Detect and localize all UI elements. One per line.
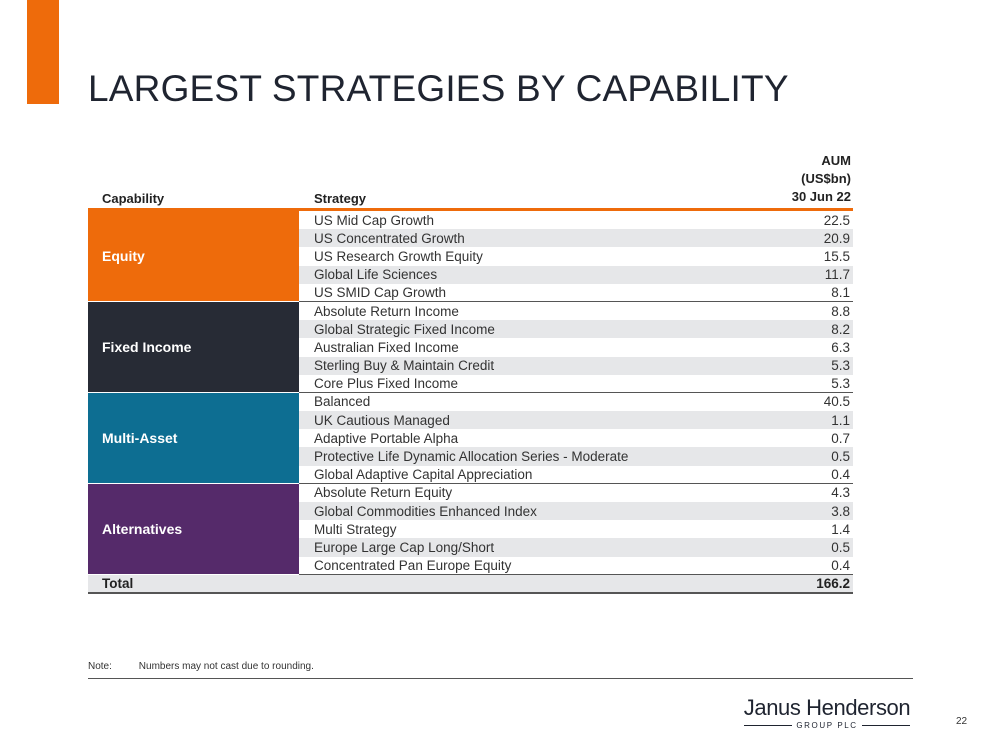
aum-value: 0.7	[831, 430, 850, 446]
table-row: US Concentrated Growth 20.9	[299, 229, 853, 248]
footnote-text: Numbers may not cast due to rounding.	[138, 661, 314, 672]
logo-subtitle: GROUP PLC	[796, 721, 858, 730]
strategy-name: Concentrated Pan Europe Equity	[314, 557, 512, 573]
aum-value: 0.4	[831, 466, 850, 482]
total-value: 166.2	[816, 575, 850, 591]
strategy-name: UK Cautious Managed	[314, 412, 450, 428]
capability-cell: Multi-Asset	[88, 392, 299, 484]
total-row: Total 166.2	[88, 574, 853, 594]
strategy-name: US Research Growth Equity	[314, 248, 483, 264]
strategy-name: Balanced	[314, 394, 371, 410]
strategy-name: Australian Fixed Income	[314, 339, 459, 355]
strategy-name: Global Commodities Enhanced Index	[314, 503, 537, 519]
aum-value: 11.7	[824, 267, 850, 283]
aum-value: 5.3	[831, 358, 850, 374]
footnote: Note: Numbers may not cast due to roundi…	[88, 661, 314, 672]
table-row: Global Strategic Fixed Income 8.2	[299, 320, 853, 339]
capability-cell: Equity	[88, 211, 299, 302]
strategy-name: Global Strategic Fixed Income	[314, 321, 495, 337]
capability-group: Multi-Asset Balanced 40.5 UK Cautious Manag…	[88, 392, 853, 484]
strategy-name: US SMID Cap Growth	[314, 284, 447, 300]
strategy-name: Global Adaptive Capital Appreciation	[314, 466, 533, 482]
aum-value: 4.3	[831, 485, 850, 501]
strategy-name: Global Life Sciences	[314, 267, 438, 283]
table-row: US Mid Cap Growth 22.5	[299, 211, 853, 229]
strategy-name: Adaptive Portable Alpha	[314, 430, 459, 446]
aum-value: 15.5	[823, 248, 850, 264]
aum-value: 1.1	[831, 412, 850, 428]
aum-value: 5.3	[831, 375, 850, 391]
strategy-name: Core Plus Fixed Income	[314, 375, 459, 391]
accent-bar	[27, 0, 59, 104]
aum-value: 40.5	[823, 394, 850, 410]
table-row: Global Life Sciences 11.7	[299, 265, 853, 284]
strategy-name: Sterling Buy & Maintain Credit	[314, 358, 495, 374]
aum-value: 0.5	[831, 449, 850, 465]
strategy-name: Multi Strategy	[314, 521, 397, 537]
table-row: UK Cautious Managed 1.1	[299, 411, 853, 430]
aum-value: 1.4	[831, 521, 850, 537]
strategies-table: Capability Strategy AUM (US$bn) 30 Jun 2…	[88, 153, 853, 594]
header-strategy: Strategy	[314, 191, 367, 206]
table-row: Absolute Return Income 8.8	[299, 302, 853, 320]
header-aum: AUM (US$bn) 30 Jun 22	[791, 153, 851, 204]
strategy-name: Europe Large Cap Long/Short	[314, 539, 495, 555]
table-body: Equity US Mid Cap Growth 22.5 US Concentrat…	[88, 211, 853, 575]
table-row: Sterling Buy & Maintain Credit 5.3	[299, 356, 853, 375]
page-number: 22	[956, 716, 968, 727]
aum-value: 0.5	[831, 539, 850, 555]
aum-value: 6.3	[831, 339, 850, 355]
logo-wordmark: Janus Henderson	[743, 695, 911, 720]
table-row: US Research Growth Equity 15.5	[299, 247, 853, 265]
table-row: Global Commodities Enhanced Index 3.8	[299, 502, 853, 521]
table-row: Core Plus Fixed Income 5.3	[299, 375, 853, 393]
capability-group: Fixed Income Absolute Return Income 8.8 Glo…	[88, 301, 853, 393]
table-row: Protective Life Dynamic Allocation Serie…	[299, 447, 853, 466]
header-capability: Capability	[102, 191, 165, 206]
table-row: Concentrated Pan Europe Equity 0.4	[299, 557, 853, 575]
page-title: LARGEST STRATEGIES BY CAPABILITY	[88, 68, 789, 109]
aum-value: 20.9	[823, 230, 850, 246]
table-row: Europe Large Cap Long/Short 0.5	[299, 538, 853, 557]
footer-divider	[88, 678, 913, 679]
table-row: US SMID Cap Growth 8.1	[299, 284, 853, 302]
table-row: Balanced 40.5	[299, 393, 853, 411]
aum-value: 3.8	[831, 503, 850, 519]
footnote-label: Note:	[88, 661, 112, 672]
aum-value: 8.2	[831, 321, 850, 337]
aum-value: 8.8	[831, 303, 850, 319]
table-row: Absolute Return Equity 4.3	[299, 484, 853, 502]
strategy-name: US Mid Cap Growth	[314, 212, 435, 228]
strategy-name: Absolute Return Income	[314, 303, 459, 319]
table-row: Multi Strategy 1.4	[299, 520, 853, 538]
company-logo: Janus Henderson GROUP PLC	[740, 695, 914, 731]
table-row: Global Adaptive Capital Appreciation 0.4	[299, 466, 853, 484]
strategy-name: Absolute Return Equity	[314, 485, 453, 501]
capability-cell: Fixed Income	[88, 301, 299, 393]
aum-value: 0.4	[831, 557, 850, 573]
aum-value: 8.1	[831, 284, 850, 300]
capability-group: Equity US Mid Cap Growth 22.5 US Concentrat…	[88, 211, 853, 302]
table-header: Capability Strategy AUM (US$bn) 30 Jun 2…	[88, 153, 853, 211]
table-row: Australian Fixed Income 6.3	[299, 338, 853, 356]
total-label: Total	[102, 575, 134, 591]
table-row: Adaptive Portable Alpha 0.7	[299, 429, 853, 447]
capability-group: Alternatives Absolute Return Equity 4.3 Glo…	[88, 483, 853, 575]
strategy-name: US Concentrated Growth	[314, 230, 465, 246]
capability-cell: Alternatives	[88, 483, 299, 575]
strategy-name: Protective Life Dynamic Allocation Serie…	[314, 449, 629, 465]
aum-value: 22.5	[823, 212, 850, 228]
